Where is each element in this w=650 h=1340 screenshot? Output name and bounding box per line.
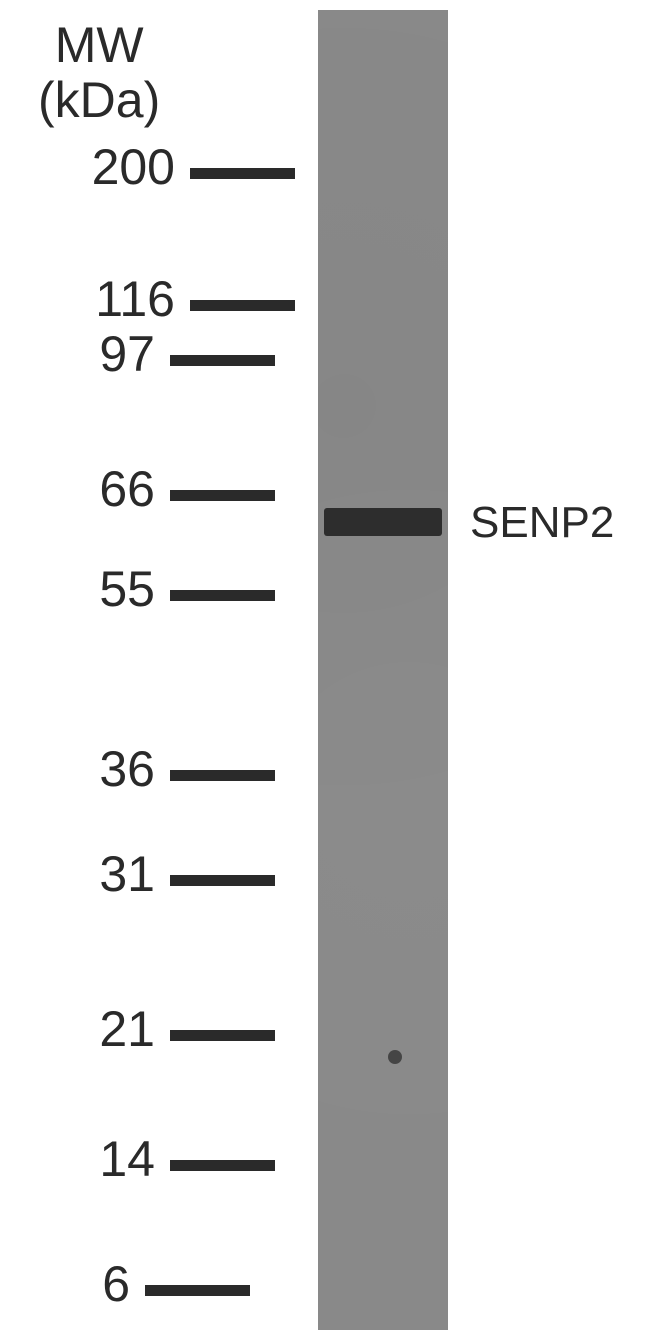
marker-label-36: 36	[99, 740, 155, 798]
faint-spot	[388, 1050, 402, 1064]
marker-tick-36	[170, 770, 275, 781]
marker-label-55: 55	[99, 560, 155, 618]
marker-label-200: 200	[92, 138, 175, 196]
marker-label-97: 97	[99, 325, 155, 383]
mw-header: MW (kDa)	[38, 18, 160, 128]
marker-label-66: 66	[99, 460, 155, 518]
blot-figure: MW (kDa) 200 11697 66 55 36 31 21 14 6 SENP2	[0, 0, 650, 1340]
marker-tick-97	[170, 355, 275, 366]
marker-label-116: 116	[95, 270, 175, 328]
marker-tick-6	[145, 1285, 250, 1296]
marker-tick-21	[170, 1030, 275, 1041]
marker-tick-66	[170, 490, 275, 501]
mw-header-line2: (kDa)	[38, 73, 160, 128]
marker-tick-200	[190, 168, 295, 179]
marker-label-6: 6	[102, 1255, 130, 1313]
main-band	[324, 508, 442, 536]
protein-label: SENP2	[470, 498, 614, 548]
marker-label-14: 14	[99, 1130, 155, 1188]
mw-header-line1: MW	[38, 18, 160, 73]
marker-label-21: 21	[99, 1000, 155, 1058]
marker-tick-14	[170, 1160, 275, 1171]
marker-tick-31	[170, 875, 275, 886]
blot-lane	[318, 10, 448, 1330]
marker-tick-116	[190, 300, 295, 311]
marker-tick-55	[170, 590, 275, 601]
marker-label-31: 31	[99, 845, 155, 903]
